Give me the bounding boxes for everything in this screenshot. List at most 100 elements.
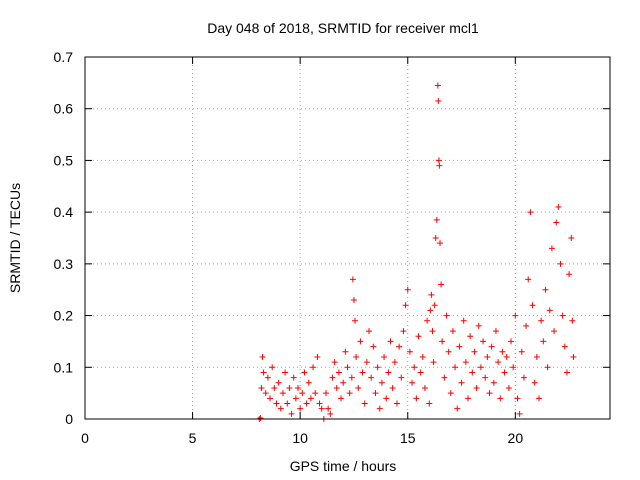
data-point (501, 369, 508, 376)
y-tick-label: 0.1 (54, 359, 74, 375)
data-point (338, 395, 345, 402)
data-point (454, 405, 461, 412)
data-point (258, 384, 265, 391)
data-point (458, 379, 465, 386)
data-point (282, 369, 289, 376)
data-point (559, 312, 566, 319)
x-tick-label: 20 (508, 430, 524, 446)
data-point (264, 374, 271, 381)
data-point (361, 400, 368, 407)
data-point (438, 281, 445, 288)
y-tick-label: 0.5 (54, 152, 74, 168)
y-tick-label: 0 (65, 411, 73, 427)
data-point (520, 374, 527, 381)
data-point (271, 384, 278, 391)
data-point (436, 162, 443, 169)
data-point (435, 97, 442, 104)
data-point (527, 209, 534, 216)
data-point (441, 374, 448, 381)
x-tick-label: 5 (189, 430, 197, 446)
data-point (555, 203, 562, 210)
data-point (387, 338, 394, 345)
data-point (542, 286, 549, 293)
data-point (290, 374, 297, 381)
data-point (411, 364, 418, 371)
data-point (417, 369, 424, 376)
y-tick-label: 0.7 (54, 49, 74, 65)
data-point (374, 364, 381, 371)
x-tick-label: 10 (292, 430, 308, 446)
data-point (383, 395, 390, 402)
data-point (299, 390, 306, 397)
data-point (295, 384, 302, 391)
data-point (322, 390, 329, 397)
data-point (359, 369, 366, 376)
data-point (346, 390, 353, 397)
data-point (480, 338, 487, 345)
data-point (333, 384, 340, 391)
data-point (327, 410, 334, 417)
data-point (525, 276, 532, 283)
data-point (473, 384, 480, 391)
data-point (433, 216, 440, 223)
data-point (421, 384, 428, 391)
data-point (431, 302, 438, 309)
data-point (406, 348, 413, 355)
data-point (471, 348, 478, 355)
data-point (551, 328, 558, 335)
data-point (535, 395, 542, 402)
data-point (544, 364, 551, 371)
data-point (428, 291, 435, 298)
data-point (376, 405, 383, 412)
data-point (462, 359, 469, 366)
data-point (357, 338, 364, 345)
data-points (256, 82, 577, 422)
data-point (568, 235, 575, 241)
data-point (561, 343, 568, 350)
data-point (368, 374, 375, 381)
data-point (398, 374, 405, 381)
data-point (273, 400, 280, 407)
data-point (452, 364, 459, 371)
data-point (464, 395, 471, 402)
data-point (469, 369, 476, 376)
data-point (389, 384, 396, 391)
data-point (352, 317, 359, 324)
data-point (495, 359, 502, 366)
data-point (512, 312, 519, 319)
data-point (348, 374, 355, 381)
data-point (325, 405, 332, 412)
data-point (279, 390, 286, 397)
data-point (570, 353, 577, 360)
data-point (269, 364, 276, 371)
x-tick-label: 15 (400, 430, 416, 446)
data-point (566, 271, 573, 278)
data-point (307, 395, 314, 402)
data-point (510, 364, 517, 371)
grid-lines (85, 57, 610, 419)
data-point (262, 390, 269, 397)
data-point (538, 317, 545, 324)
data-point (259, 353, 266, 360)
data-point (437, 240, 444, 247)
data-point (432, 235, 439, 241)
data-point (353, 353, 360, 360)
data-point (419, 353, 426, 360)
data-point (303, 400, 310, 407)
data-point (548, 245, 555, 252)
data-point (467, 333, 474, 340)
data-point (540, 338, 547, 345)
data-point (385, 369, 392, 376)
data-point (503, 353, 510, 360)
data-point (318, 405, 325, 412)
data-point (499, 348, 506, 355)
data-point (340, 379, 347, 386)
y-tick-label: 0.4 (54, 204, 74, 220)
data-point (426, 400, 433, 407)
data-point (557, 260, 564, 267)
data-point (370, 343, 377, 350)
data-point (460, 317, 467, 324)
data-point (409, 379, 416, 386)
chart-title: Day 048 of 2018, SRMTID for receiver mcl… (207, 20, 479, 36)
